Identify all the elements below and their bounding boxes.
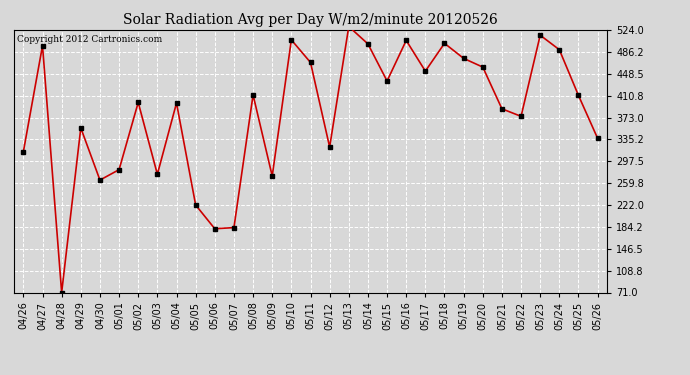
Title: Solar Radiation Avg per Day W/m2/minute 20120526: Solar Radiation Avg per Day W/m2/minute … [123, 13, 498, 27]
Text: Copyright 2012 Cartronics.com: Copyright 2012 Cartronics.com [17, 35, 162, 44]
